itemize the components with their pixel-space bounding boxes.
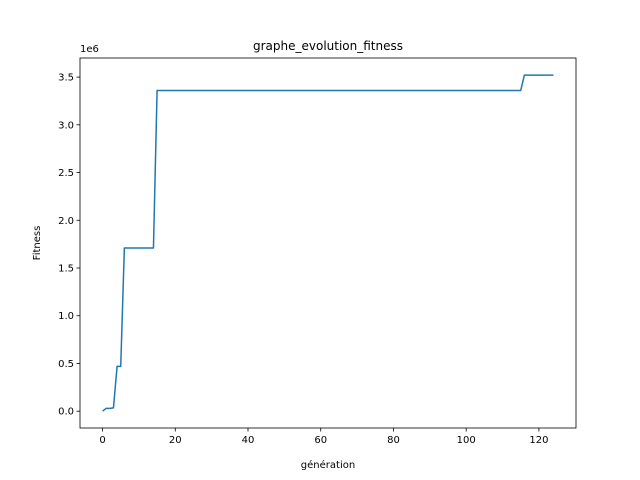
y-tick-label: 2.0 xyxy=(58,216,74,227)
chart-title: graphe_evolution_fitness xyxy=(253,39,403,53)
x-axis-ticks: 0 20 40 60 80 100 120 xyxy=(99,428,548,446)
y-axis-label: Fitness xyxy=(32,226,43,261)
fitness-series-line xyxy=(102,74,554,412)
x-tick-label: 100 xyxy=(457,435,476,446)
x-tick-label: 40 xyxy=(242,435,255,446)
y-tick-label: 0.5 xyxy=(58,359,74,370)
y-tick-label: 1.0 xyxy=(58,311,74,322)
y-offset-label: 1e6 xyxy=(80,44,99,55)
x-tick-label: 120 xyxy=(529,435,548,446)
plot-frame xyxy=(79,57,577,429)
y-tick-label: 0.0 xyxy=(58,407,74,418)
y-tick-label: 3.0 xyxy=(58,120,74,131)
y-tick-label: 1.5 xyxy=(58,264,74,275)
x-axis-label: génération xyxy=(301,459,355,471)
y-axis-ticks: 0.0 0.5 1.0 1.5 2.0 2.5 3.0 3.5 xyxy=(58,73,80,418)
x-tick-label: 80 xyxy=(387,435,400,446)
x-tick-label: 60 xyxy=(314,435,327,446)
y-tick-label: 3.5 xyxy=(58,73,74,84)
x-tick-label: 20 xyxy=(169,435,182,446)
x-tick-label: 0 xyxy=(99,435,105,446)
y-tick-label: 2.5 xyxy=(58,168,74,179)
